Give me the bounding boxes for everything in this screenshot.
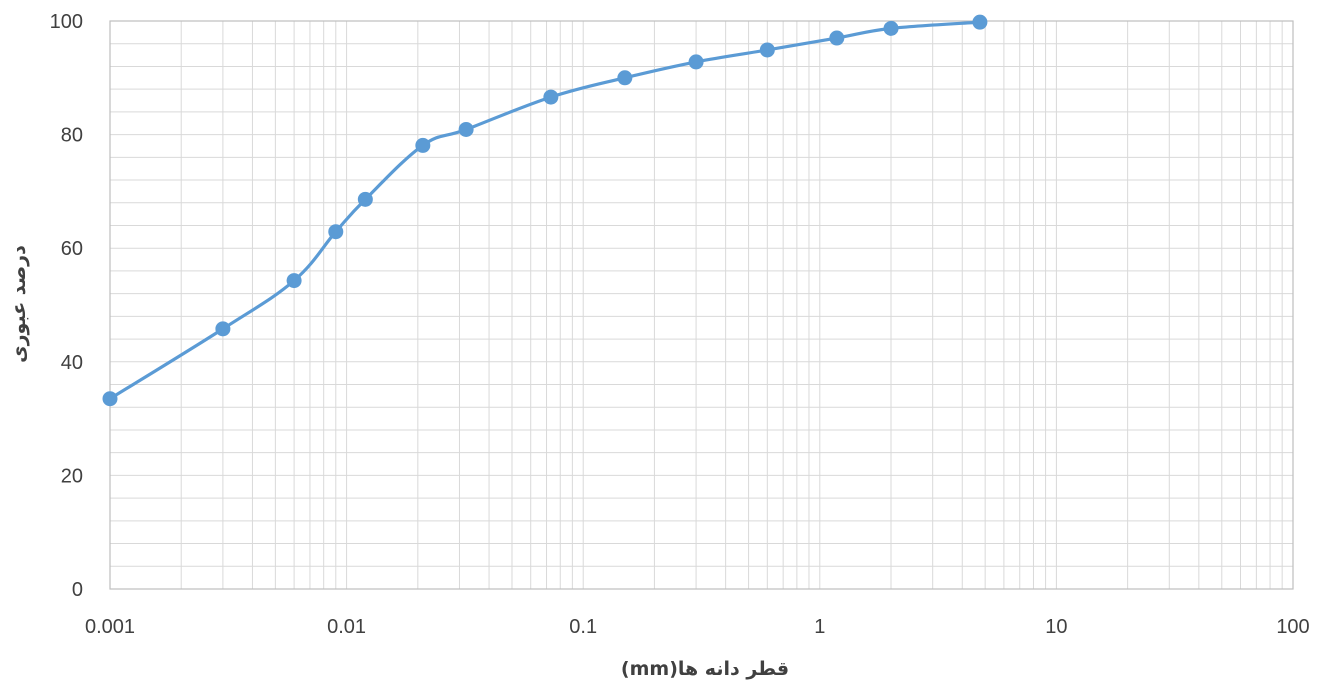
y-tick-label: 80 [61, 125, 83, 147]
grid [109, 20, 1293, 590]
x-tick-labels: 0.001 0.01 0.1 1 10 100 [85, 616, 1310, 638]
data-point [328, 224, 344, 240]
data-point [688, 54, 704, 70]
data-point [972, 14, 988, 30]
data-point [759, 42, 775, 58]
data-point [286, 273, 302, 289]
x-axis-title: قطر دانه ها(mm) [621, 658, 789, 680]
data-point [357, 191, 373, 207]
data-point [458, 121, 474, 137]
series [102, 14, 988, 407]
x-tick-label: 1 [814, 616, 825, 638]
y-tick-label: 60 [61, 238, 83, 260]
data-point [415, 137, 431, 153]
data-point [543, 89, 559, 105]
y-axis-title: درصد عبوری [8, 245, 30, 363]
data-point [883, 20, 899, 36]
y-tick-labels: 0 20 40 60 80 100 [50, 11, 83, 601]
x-tick-label: 0.01 [327, 616, 366, 638]
y-tick-label: 0 [72, 579, 83, 601]
y-tick-label: 20 [61, 465, 83, 487]
series-line [109, 20, 981, 401]
x-tick-label: 100 [1276, 616, 1309, 638]
x-tick-label: 10 [1045, 616, 1067, 638]
data-point [617, 70, 633, 86]
y-tick-label: 100 [50, 11, 83, 33]
data-point [102, 391, 118, 407]
x-tick-label: 0.001 [85, 616, 135, 638]
plot-border [109, 20, 1294, 590]
y-tick-label: 40 [61, 352, 83, 374]
data-point [829, 30, 845, 46]
x-tick-label: 0.1 [569, 616, 597, 638]
data-point [215, 321, 231, 337]
